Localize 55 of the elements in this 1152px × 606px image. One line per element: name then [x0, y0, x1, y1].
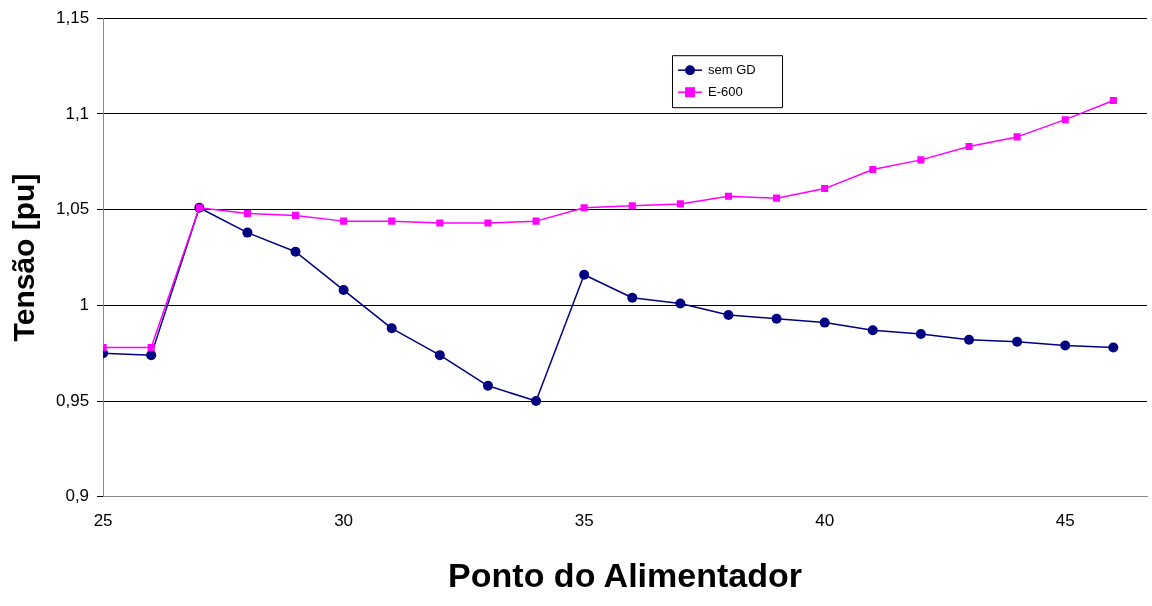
- point: [1013, 133, 1021, 141]
- point: [242, 227, 253, 238]
- point: [482, 380, 493, 391]
- point: [340, 217, 348, 225]
- point: [819, 317, 830, 328]
- point: [386, 323, 397, 334]
- x-tick-label: 35: [574, 510, 594, 530]
- point: [147, 343, 155, 352]
- point: [338, 285, 349, 296]
- x-tick-label: 30: [334, 510, 354, 530]
- y-tick-label: 0,95: [55, 390, 90, 410]
- point: [628, 202, 636, 210]
- point: [723, 309, 734, 320]
- y-axis-title: Tensão [pu]: [7, 173, 41, 342]
- point: [388, 217, 396, 225]
- point: [1061, 116, 1069, 124]
- x-tick-label: 40: [815, 510, 835, 530]
- legend-label: sem GD: [708, 61, 756, 77]
- point: [434, 350, 445, 361]
- point: [771, 313, 782, 324]
- point: [1109, 96, 1117, 105]
- point: [532, 217, 540, 225]
- point: [436, 219, 444, 227]
- point: [627, 292, 638, 303]
- point: [915, 329, 926, 340]
- point: [484, 219, 492, 227]
- y-tick-label: 1,05: [55, 199, 90, 219]
- point: [579, 269, 590, 280]
- point: [724, 192, 733, 200]
- x-tick-label: 25: [93, 510, 113, 530]
- y-tick-label: 1: [79, 295, 90, 315]
- point: [580, 204, 588, 212]
- point: [1060, 340, 1071, 351]
- point: [676, 200, 684, 208]
- point: [675, 298, 686, 309]
- point: [1012, 336, 1023, 347]
- point: [243, 209, 251, 217]
- point: [964, 334, 975, 345]
- point: [291, 211, 300, 219]
- y-tick-label: 1,1: [65, 103, 90, 123]
- point: [146, 350, 157, 361]
- point: [869, 165, 877, 173]
- y-tick-label: 0,9: [65, 486, 90, 506]
- legend-label: E-600: [708, 83, 743, 99]
- y-tick-label: 1,15: [55, 7, 90, 27]
- x-axis-title: Ponto do Alimentador: [448, 555, 802, 594]
- point: [290, 246, 301, 257]
- point: [773, 194, 781, 202]
- point: [867, 325, 878, 336]
- point: [821, 185, 829, 193]
- point: [531, 396, 542, 407]
- point: [965, 142, 973, 150]
- point: [917, 156, 925, 164]
- x-tick-label: 45: [1055, 510, 1075, 530]
- point: [1108, 342, 1119, 353]
